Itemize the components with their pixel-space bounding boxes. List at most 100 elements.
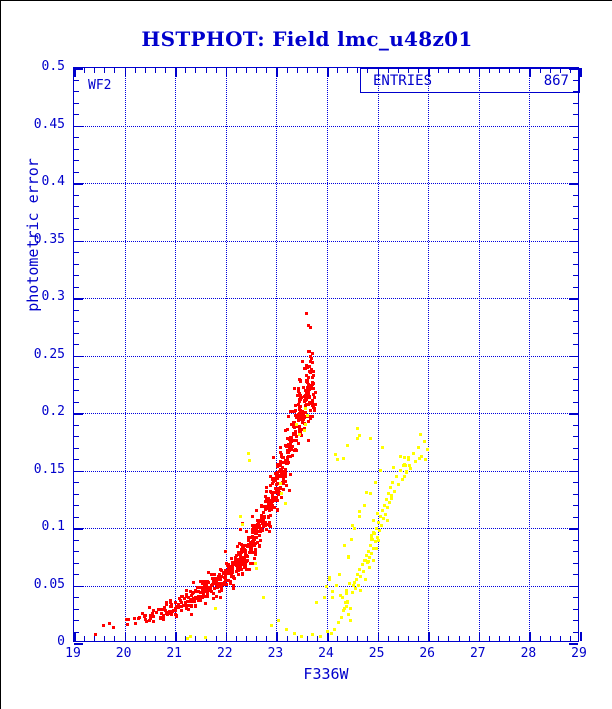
data-point [236,558,240,562]
data-point [208,586,212,590]
data-point [233,560,237,564]
data-point [292,432,296,436]
data-point [307,388,311,392]
x-tick-minor [458,636,460,641]
data-point [255,518,259,522]
x-tick-minor-top [235,68,237,73]
y-tick-major-right [569,413,578,415]
y-tick-minor [74,539,79,541]
data-point [383,503,387,507]
data-point [275,486,279,490]
data-point [191,600,195,604]
data-point [209,590,213,594]
page-title: HSTPHOT: Field lmc_u48z01 [141,27,473,51]
data-point [281,471,285,475]
data-point [223,576,227,580]
data-point [231,569,235,572]
data-point [191,600,195,604]
data-point [268,520,272,524]
data-point [303,367,307,371]
data-point [288,444,292,448]
data-point [298,398,302,402]
data-point [303,416,307,420]
data-point [263,521,267,525]
data-point [356,584,360,587]
grid-line-horizontal [74,240,578,242]
data-point [398,454,402,458]
y-tick-minor-right [573,551,578,552]
data-point [395,474,399,478]
data-point [248,546,252,550]
data-point [253,544,257,548]
data-point [309,354,313,358]
x-tick-minor [337,636,339,641]
data-point [160,611,164,615]
data-point [199,599,203,603]
data-point [242,565,246,569]
data-point [234,561,238,565]
data-point [358,515,362,518]
data-point [310,376,314,379]
data-point [285,451,289,455]
y-tick-minor-right [573,459,578,460]
data-point [137,617,141,621]
data-point [231,575,235,579]
data-point [325,585,329,589]
data-point [305,379,309,383]
data-point [240,523,244,527]
data-point [369,537,373,541]
data-point [387,492,391,495]
x-tick-minor [215,636,217,641]
data-point [252,539,256,543]
data-point [270,499,274,503]
y-axis-title: photometric error [24,158,42,312]
data-point [204,589,208,593]
data-point [339,616,343,620]
data-point [197,590,201,594]
data-point [227,579,231,583]
y-tick-major-right [569,298,578,300]
data-point [212,591,216,595]
x-tick-minor [488,636,490,641]
data-point [203,584,207,588]
y-tick-major [74,355,83,357]
x-tick-minor [286,636,288,641]
data-point [205,594,209,598]
data-point [189,600,193,604]
data-point [187,608,191,612]
y-tick-minor [74,620,79,621]
data-point [252,536,256,540]
y-tick-label: 0.4 [41,174,65,189]
data-point [376,538,380,542]
data-point [296,394,300,398]
data-point [288,436,292,440]
data-point [270,477,274,481]
data-point [311,373,315,377]
data-point [262,504,266,508]
data-point [281,474,285,478]
data-point [357,433,361,437]
data-point [175,615,179,619]
data-point [165,610,169,614]
data-point [279,469,283,473]
data-point [229,564,233,568]
data-point [274,478,278,482]
y-tick-minor-right [573,608,578,610]
data-point [270,491,274,495]
data-point [311,401,315,405]
data-point [189,593,193,597]
y-tick-label: 0.2 [41,404,65,419]
data-point [271,455,275,459]
data-point [353,580,357,584]
data-point [174,612,178,616]
data-point [259,528,263,532]
data-point [291,425,295,429]
data-point [274,489,278,493]
data-point [417,457,421,461]
data-point [274,471,278,475]
data-point [193,605,197,609]
x-tick-minor-top [387,68,389,73]
data-point [253,553,257,557]
data-point [202,588,206,592]
data-point [244,563,248,567]
